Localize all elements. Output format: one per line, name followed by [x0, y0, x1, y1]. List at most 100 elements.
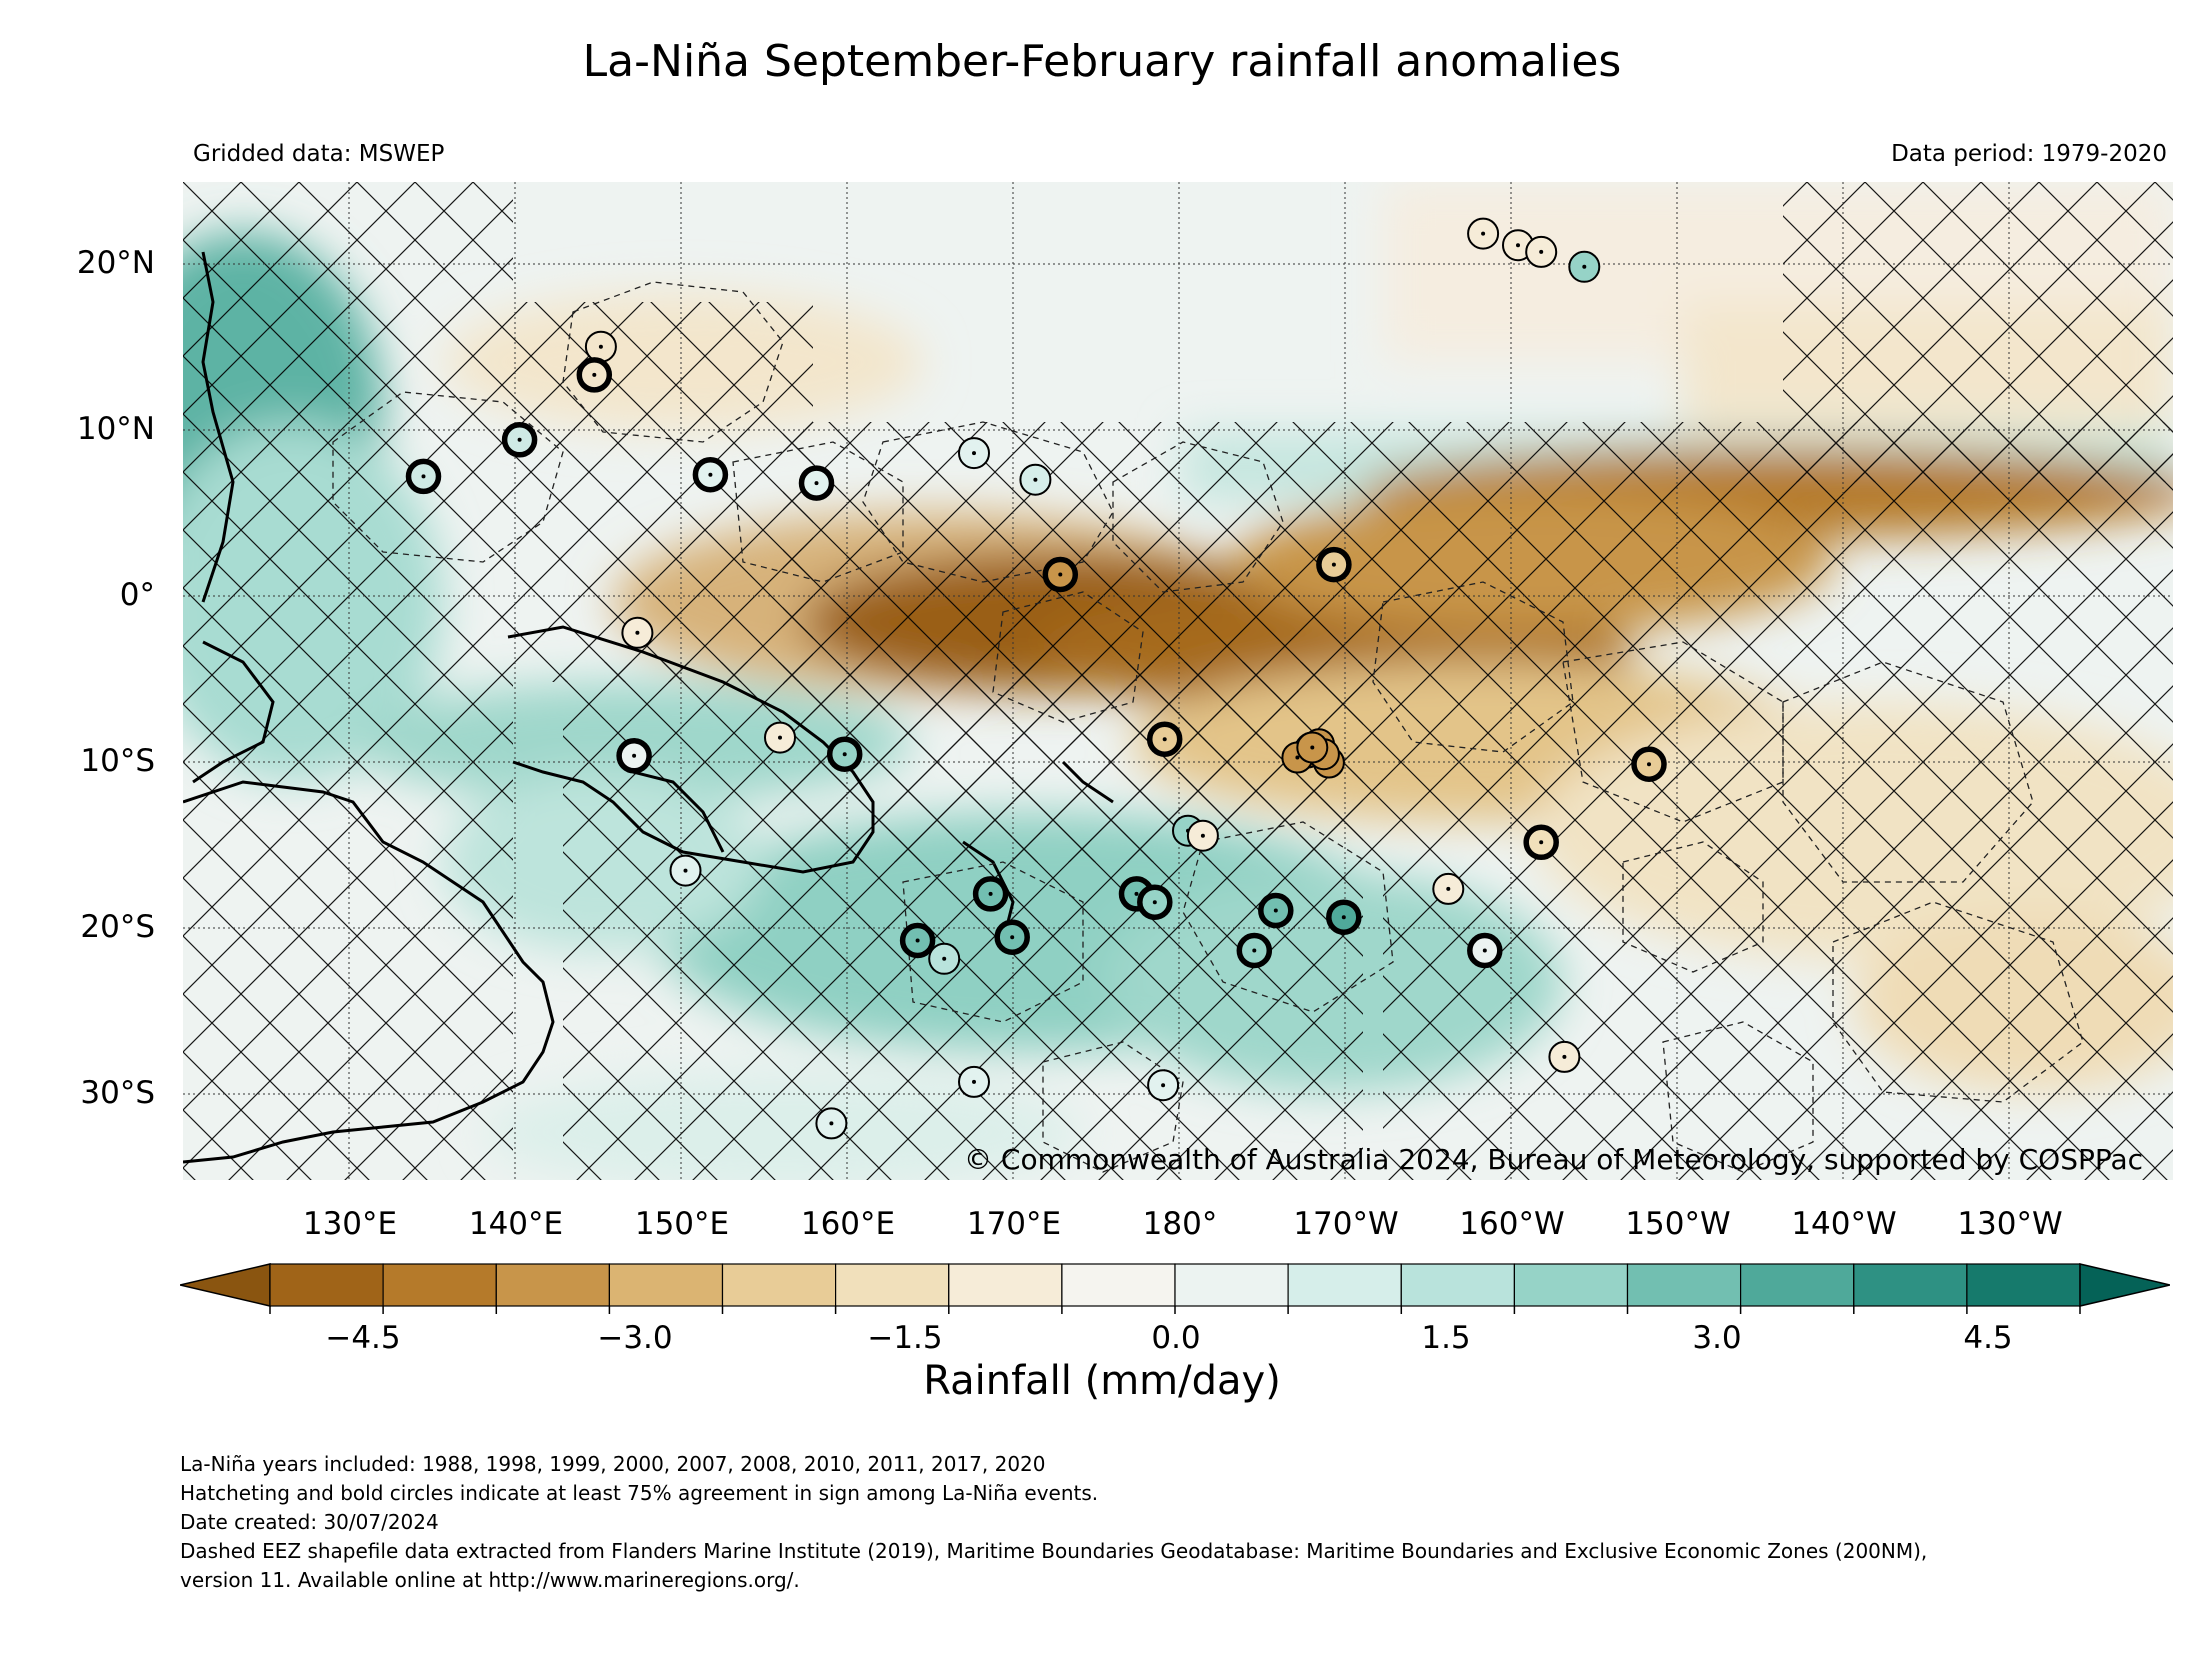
colorbar-segment	[1174, 1263, 1289, 1307]
agreement-hatching	[183, 182, 2173, 1180]
station-island-dot	[1273, 908, 1278, 913]
colorbar-segment	[1287, 1263, 1402, 1307]
station-island-dot	[1516, 243, 1520, 248]
colorbar-segment	[834, 1263, 950, 1307]
station-island-dot	[708, 472, 713, 477]
note-eez-source: Dashed EEZ shapefile data extracted from…	[180, 1539, 1928, 1563]
colorbar-segment	[608, 1263, 724, 1307]
station-island-dot	[829, 1121, 834, 1126]
lon-label-170e: 170°E	[966, 1206, 1062, 1242]
lat-label-10n: 10°N	[76, 411, 155, 447]
colorbar-tick-label: 0.0	[1151, 1320, 1201, 1356]
colorbar-extend-low	[180, 1263, 271, 1307]
station-island-dot	[1295, 755, 1300, 760]
station-island-dot	[635, 630, 640, 635]
coral-sea-reef	[632, 770, 725, 853]
lon-label-130e: 130°E	[302, 1206, 398, 1242]
station-island-dot	[814, 481, 819, 486]
colorbar-tick-label: −1.5	[867, 1320, 943, 1356]
station-island-dot	[1162, 737, 1167, 742]
colorbar-tick-label: −4.5	[325, 1320, 401, 1356]
station-island-dot	[598, 344, 603, 349]
note-date: Date created: 30/07/2024	[180, 1510, 439, 1534]
lon-label-150e: 150°E	[634, 1206, 730, 1242]
lon-label-160e: 160°E	[800, 1206, 896, 1242]
colorbar-segment	[269, 1263, 384, 1307]
colorbar-segment	[948, 1263, 1063, 1307]
station-island-dot	[1252, 948, 1257, 953]
colorbar-segment	[1061, 1263, 1176, 1307]
solomon-islands	[1061, 760, 1114, 804]
colorbar-tick-label: 4.5	[1963, 1320, 2013, 1356]
lon-label-130w: 130°W	[1957, 1206, 2063, 1242]
lon-label-180: 180°	[1142, 1206, 1218, 1242]
colorbar-segment	[1853, 1263, 1968, 1307]
station-island-dot	[988, 891, 993, 896]
lat-label-20n: 20°N	[76, 245, 155, 281]
lat-label-0: 0°	[119, 577, 155, 613]
station-island-dot	[942, 956, 947, 961]
station-island-dot	[1481, 231, 1486, 236]
colorbar-segment	[382, 1263, 497, 1307]
station-island-dot	[1539, 840, 1544, 845]
colorbar-segment	[1739, 1263, 1855, 1307]
colorbar-segment	[1626, 1263, 1742, 1307]
lon-label-170w: 170°W	[1293, 1206, 1399, 1242]
note-hatching: Hatcheting and bold circles indicate at …	[180, 1481, 1099, 1505]
australia-coast	[183, 780, 555, 1164]
station-island-dot	[1331, 562, 1336, 567]
note-years: La-Niña years included: 1988, 1998, 1999…	[180, 1452, 1046, 1476]
gridded-data-label: Gridded data: MSWEP	[193, 141, 445, 167]
new-guinea-coast	[507, 625, 875, 874]
colorbar-tick-label: 3.0	[1692, 1320, 1742, 1356]
colorbar-segment	[1513, 1263, 1629, 1307]
colorbar-segment	[1400, 1263, 1516, 1307]
station-island-dot	[778, 735, 782, 740]
station-island-dot	[517, 437, 522, 442]
colorbar-segment	[1966, 1263, 2081, 1307]
station-island-dot	[1482, 948, 1487, 953]
lon-label-140e: 140°E	[468, 1206, 564, 1242]
data-period-label: Data period: 1979-2020	[1891, 141, 2167, 167]
rainfall-anomaly-map	[183, 182, 2173, 1180]
station-island-dot	[972, 1079, 976, 1084]
station-island-dot	[632, 753, 637, 758]
colorbar-segment	[495, 1263, 610, 1307]
station-island-dot	[842, 752, 847, 757]
station-island-dot	[1058, 572, 1063, 577]
station-island-dot	[421, 474, 426, 479]
station-island-dot	[1446, 886, 1451, 891]
station-island-dot	[1310, 745, 1315, 750]
colorbar-title: Rainfall (mm/day)	[923, 1358, 1281, 1404]
station-island-dot	[1539, 249, 1544, 254]
station-island-dot	[1134, 891, 1139, 896]
station-island-dot	[1582, 264, 1587, 269]
colorbar-extend-high	[2079, 1263, 2170, 1307]
colorbar	[180, 1263, 2170, 1314]
copyright-notice: © Commonwealth of Australia 2024, Bureau…	[964, 1143, 2144, 1176]
station-circles	[405, 217, 1667, 1140]
note-eez-version: version 11. Available online at http://w…	[180, 1568, 800, 1592]
philippines-coast	[201, 251, 235, 603]
lon-label-150w: 150°W	[1625, 1206, 1731, 1242]
chart-title: La-Niña September-February rainfall anom…	[582, 36, 1622, 87]
station-island-dot	[1200, 833, 1205, 838]
station-island-dot	[1033, 477, 1038, 482]
station-island-dot	[1341, 915, 1346, 920]
lat-label-20s: 20°S	[80, 909, 155, 945]
lon-label-160w: 160°W	[1459, 1206, 1565, 1242]
station-island-dot	[592, 372, 597, 377]
station-island-dot	[1161, 1083, 1166, 1088]
station-island-dot	[1152, 900, 1157, 905]
lat-label-30s: 30°S	[80, 1075, 155, 1111]
colorbar-tick-label: 1.5	[1421, 1320, 1471, 1356]
station-island-dot	[683, 868, 688, 873]
colorbar-segment	[721, 1263, 837, 1307]
station-island-dot	[972, 451, 976, 456]
indonesia-coast	[192, 640, 275, 784]
station-island-dot	[1562, 1054, 1567, 1059]
lon-label-140w: 140°W	[1791, 1206, 1897, 1242]
colorbar-tick-label: −3.0	[597, 1320, 673, 1356]
lat-label-10s: 10°S	[80, 743, 155, 779]
colorbar-segments	[180, 1263, 2170, 1314]
